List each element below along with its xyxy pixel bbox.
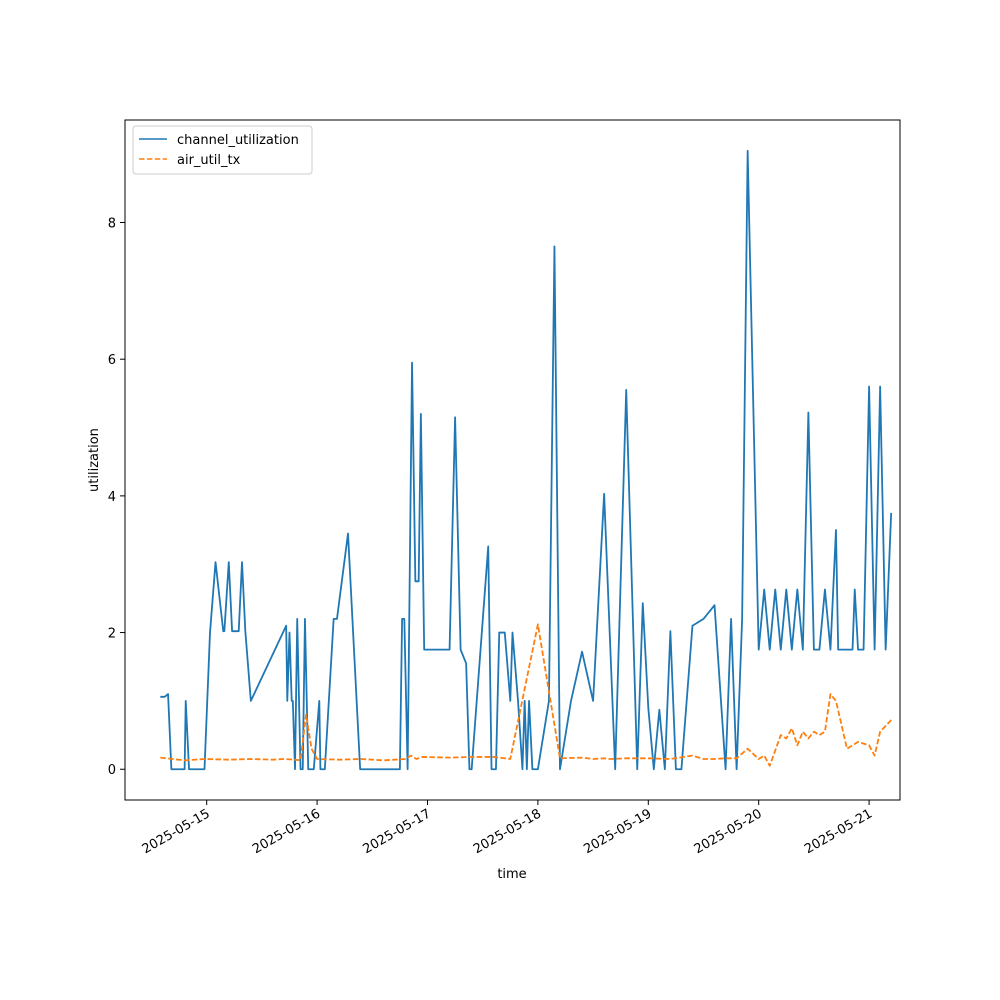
y-axis-label: utilization [87, 428, 102, 492]
series-line-air-util-tx [160, 623, 892, 767]
x-tick-label: 2025-05-17 [361, 806, 434, 857]
x-axis-ticks: 2025-05-15 2025-05-16 2025-05-17 2025-05-18… [140, 800, 875, 857]
plot-area [125, 120, 900, 800]
y-tick-label: 0 [108, 763, 116, 778]
legend: channel_utilization air_util_tx [132, 125, 313, 175]
legend-label-channel-utilization: channel_utilization [177, 133, 299, 148]
y-tick-label: 6 [108, 353, 116, 368]
series-layer [160, 149, 893, 771]
y-tick-label: 4 [108, 490, 116, 505]
x-tick-label: 2025-05-18 [471, 806, 544, 857]
plot-frame [124, 119, 901, 801]
y-tick-label: 8 [108, 217, 116, 232]
legend-box [132, 125, 313, 175]
x-axis-label: time [497, 867, 526, 882]
x-tick-label: 2025-05-16 [250, 806, 323, 857]
y-tick-label: 2 [108, 627, 116, 642]
x-tick-label: 2025-05-21 [802, 806, 875, 857]
x-tick-label: 2025-05-15 [140, 806, 213, 857]
y-axis-ticks: 0 2 4 6 8 [108, 217, 125, 778]
series-line-channel-utilization [160, 149, 893, 771]
x-tick-label: 2025-05-19 [581, 806, 654, 857]
legend-label-air-util-tx: air_util_tx [177, 153, 241, 168]
x-tick-label: 2025-05-20 [692, 806, 765, 857]
